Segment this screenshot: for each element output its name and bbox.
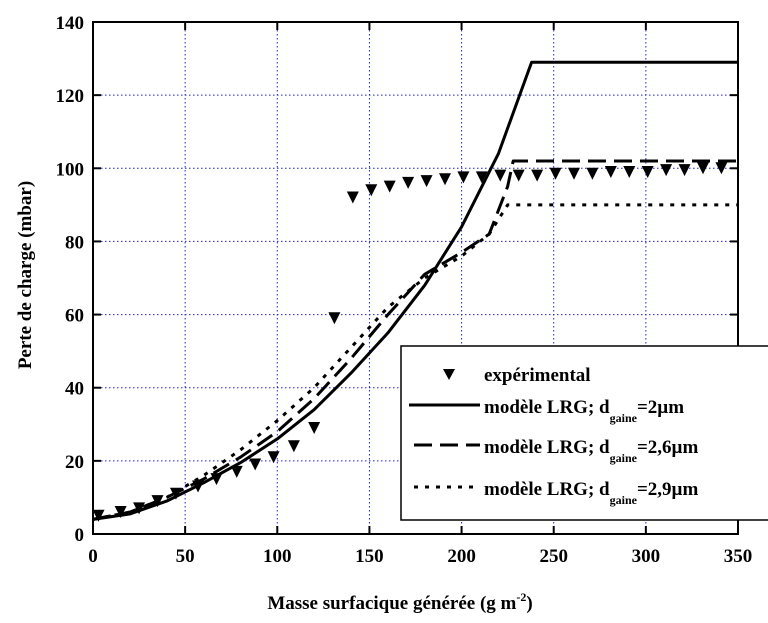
data-point-experimental bbox=[365, 184, 378, 197]
series-line-solid bbox=[92, 60, 738, 521]
data-point-experimental bbox=[438, 173, 451, 186]
data-point-experimental bbox=[328, 312, 341, 325]
y-tick-label: 40 bbox=[65, 379, 84, 400]
legend-label-model-2um-name: modèle LRG; d bbox=[484, 397, 610, 418]
data-point-experimental bbox=[475, 171, 488, 184]
y-tick-label: 80 bbox=[65, 232, 84, 253]
data-point-experimental bbox=[346, 191, 359, 204]
data-point-experimental bbox=[512, 169, 525, 182]
y-tick-label: 100 bbox=[56, 159, 85, 180]
series-line-dotted bbox=[92, 203, 738, 521]
legend-label-model-2-6um-name: modèle LRG; d bbox=[484, 437, 610, 458]
legend: expérimental modèle LRG; dgaine=2µm modè… bbox=[400, 345, 768, 521]
y-tick-label: 0 bbox=[75, 525, 85, 546]
legend-label-model-2um-subscript: gaine bbox=[610, 411, 638, 425]
x-tick-label: 350 bbox=[724, 546, 753, 567]
x-tick-label: 100 bbox=[263, 546, 292, 567]
x-tick-label: 200 bbox=[447, 546, 476, 567]
x-axis-label-superscript: -2 bbox=[516, 590, 526, 604]
legend-label-model-2um-suffix: =2µm bbox=[637, 397, 684, 418]
legend-label-model-2-9um-subscript: gaine bbox=[610, 493, 638, 507]
data-point-experimental bbox=[641, 165, 654, 178]
data-point-experimental bbox=[549, 167, 562, 180]
data-point-experimental bbox=[678, 164, 691, 177]
y-axis-label: Perte de charge (mbar) bbox=[15, 181, 36, 369]
legend-label-model-2-9um-suffix: =2,9µm bbox=[637, 479, 699, 500]
data-point-experimental bbox=[660, 164, 673, 177]
data-point-experimental bbox=[586, 167, 599, 180]
legend-label-model-2-9um: modèle LRG; dgaine=2,9µm bbox=[484, 479, 698, 507]
data-point-experimental bbox=[249, 458, 262, 471]
legend-label-model-2-6um: modèle LRG; dgaine=2,6µm bbox=[484, 437, 698, 465]
x-tick-label: 0 bbox=[88, 546, 98, 567]
y-tick-label: 60 bbox=[65, 306, 84, 327]
data-point-experimental bbox=[696, 162, 709, 175]
data-point-experimental bbox=[267, 451, 280, 464]
legend-label-model-2-9um-name: modèle LRG; d bbox=[484, 479, 610, 500]
x-axis-label: Masse surfacique générée (g m-2) bbox=[267, 590, 532, 614]
x-tick-label: 150 bbox=[355, 546, 384, 567]
y-tick-label: 120 bbox=[56, 86, 85, 107]
data-point-experimental bbox=[494, 169, 507, 182]
data-point-experimental bbox=[715, 162, 728, 175]
data-point-experimental bbox=[402, 176, 415, 189]
data-point-experimental bbox=[114, 506, 127, 519]
x-tick-label: 250 bbox=[539, 546, 568, 567]
data-point-experimental bbox=[623, 165, 636, 178]
data-point-experimental bbox=[567, 167, 580, 180]
data-point-experimental bbox=[287, 440, 300, 453]
data-point-experimental bbox=[420, 175, 433, 188]
plot-frame bbox=[92, 21, 739, 535]
data-point-experimental bbox=[604, 165, 617, 178]
legend-label-model-2um: modèle LRG; dgaine=2µm bbox=[484, 397, 684, 425]
y-tick-label: 140 bbox=[56, 13, 85, 34]
x-tick-label: 50 bbox=[176, 546, 195, 567]
x-axis-label-main: Masse surfacique générée (g m bbox=[267, 593, 516, 614]
legend-box bbox=[400, 345, 768, 521]
data-point-experimental bbox=[531, 169, 544, 182]
data-point-experimental bbox=[230, 465, 243, 478]
data-point-experimental bbox=[308, 421, 321, 434]
legend-label-model-2-6um-subscript: gaine bbox=[610, 451, 638, 465]
data-point-experimental bbox=[92, 509, 105, 522]
x-tick-label: 300 bbox=[632, 546, 661, 567]
legend-label-model-2-6um-suffix: =2,6µm bbox=[637, 437, 699, 458]
data-point-experimental bbox=[383, 180, 396, 193]
legend-label-experimental: expérimental bbox=[484, 365, 591, 386]
data-point-experimental bbox=[457, 171, 470, 184]
chart-series bbox=[92, 60, 738, 522]
y-tick-label: 20 bbox=[65, 452, 84, 473]
x-axis-ticks: 0 50 100 150 200 250 300 350 bbox=[88, 22, 752, 567]
legend-marker-experimental bbox=[443, 369, 455, 380]
x-axis-label-end: ) bbox=[526, 593, 532, 614]
